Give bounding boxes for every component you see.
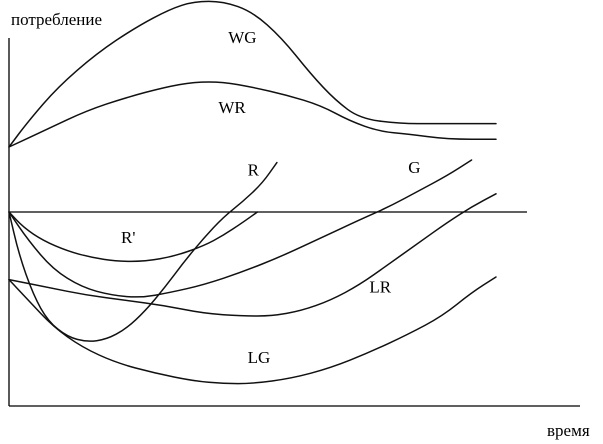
curve-g <box>8 159 473 298</box>
curve-label-g: G <box>408 158 420 177</box>
curve-label-lr: LR <box>369 278 391 297</box>
curve-label-wr: WR <box>218 98 246 117</box>
curve-wg <box>8 0 497 148</box>
curve-r <box>8 161 278 342</box>
y-axis-title: потребление <box>11 10 102 29</box>
curve-r-prime <box>8 211 259 263</box>
curve-lg <box>8 276 497 385</box>
curve-lr <box>8 193 497 317</box>
x-axis-title: время <box>547 421 590 440</box>
curve-label-r: R <box>248 161 260 180</box>
curve-label-r-prime: R' <box>121 228 135 247</box>
curve-label-wg: WG <box>228 28 256 47</box>
curves-group <box>8 0 497 385</box>
curve-label-lg: LG <box>248 348 271 367</box>
curve-labels-group: WG WR R R' G LR LG <box>121 28 421 367</box>
curve-wr <box>8 81 497 148</box>
